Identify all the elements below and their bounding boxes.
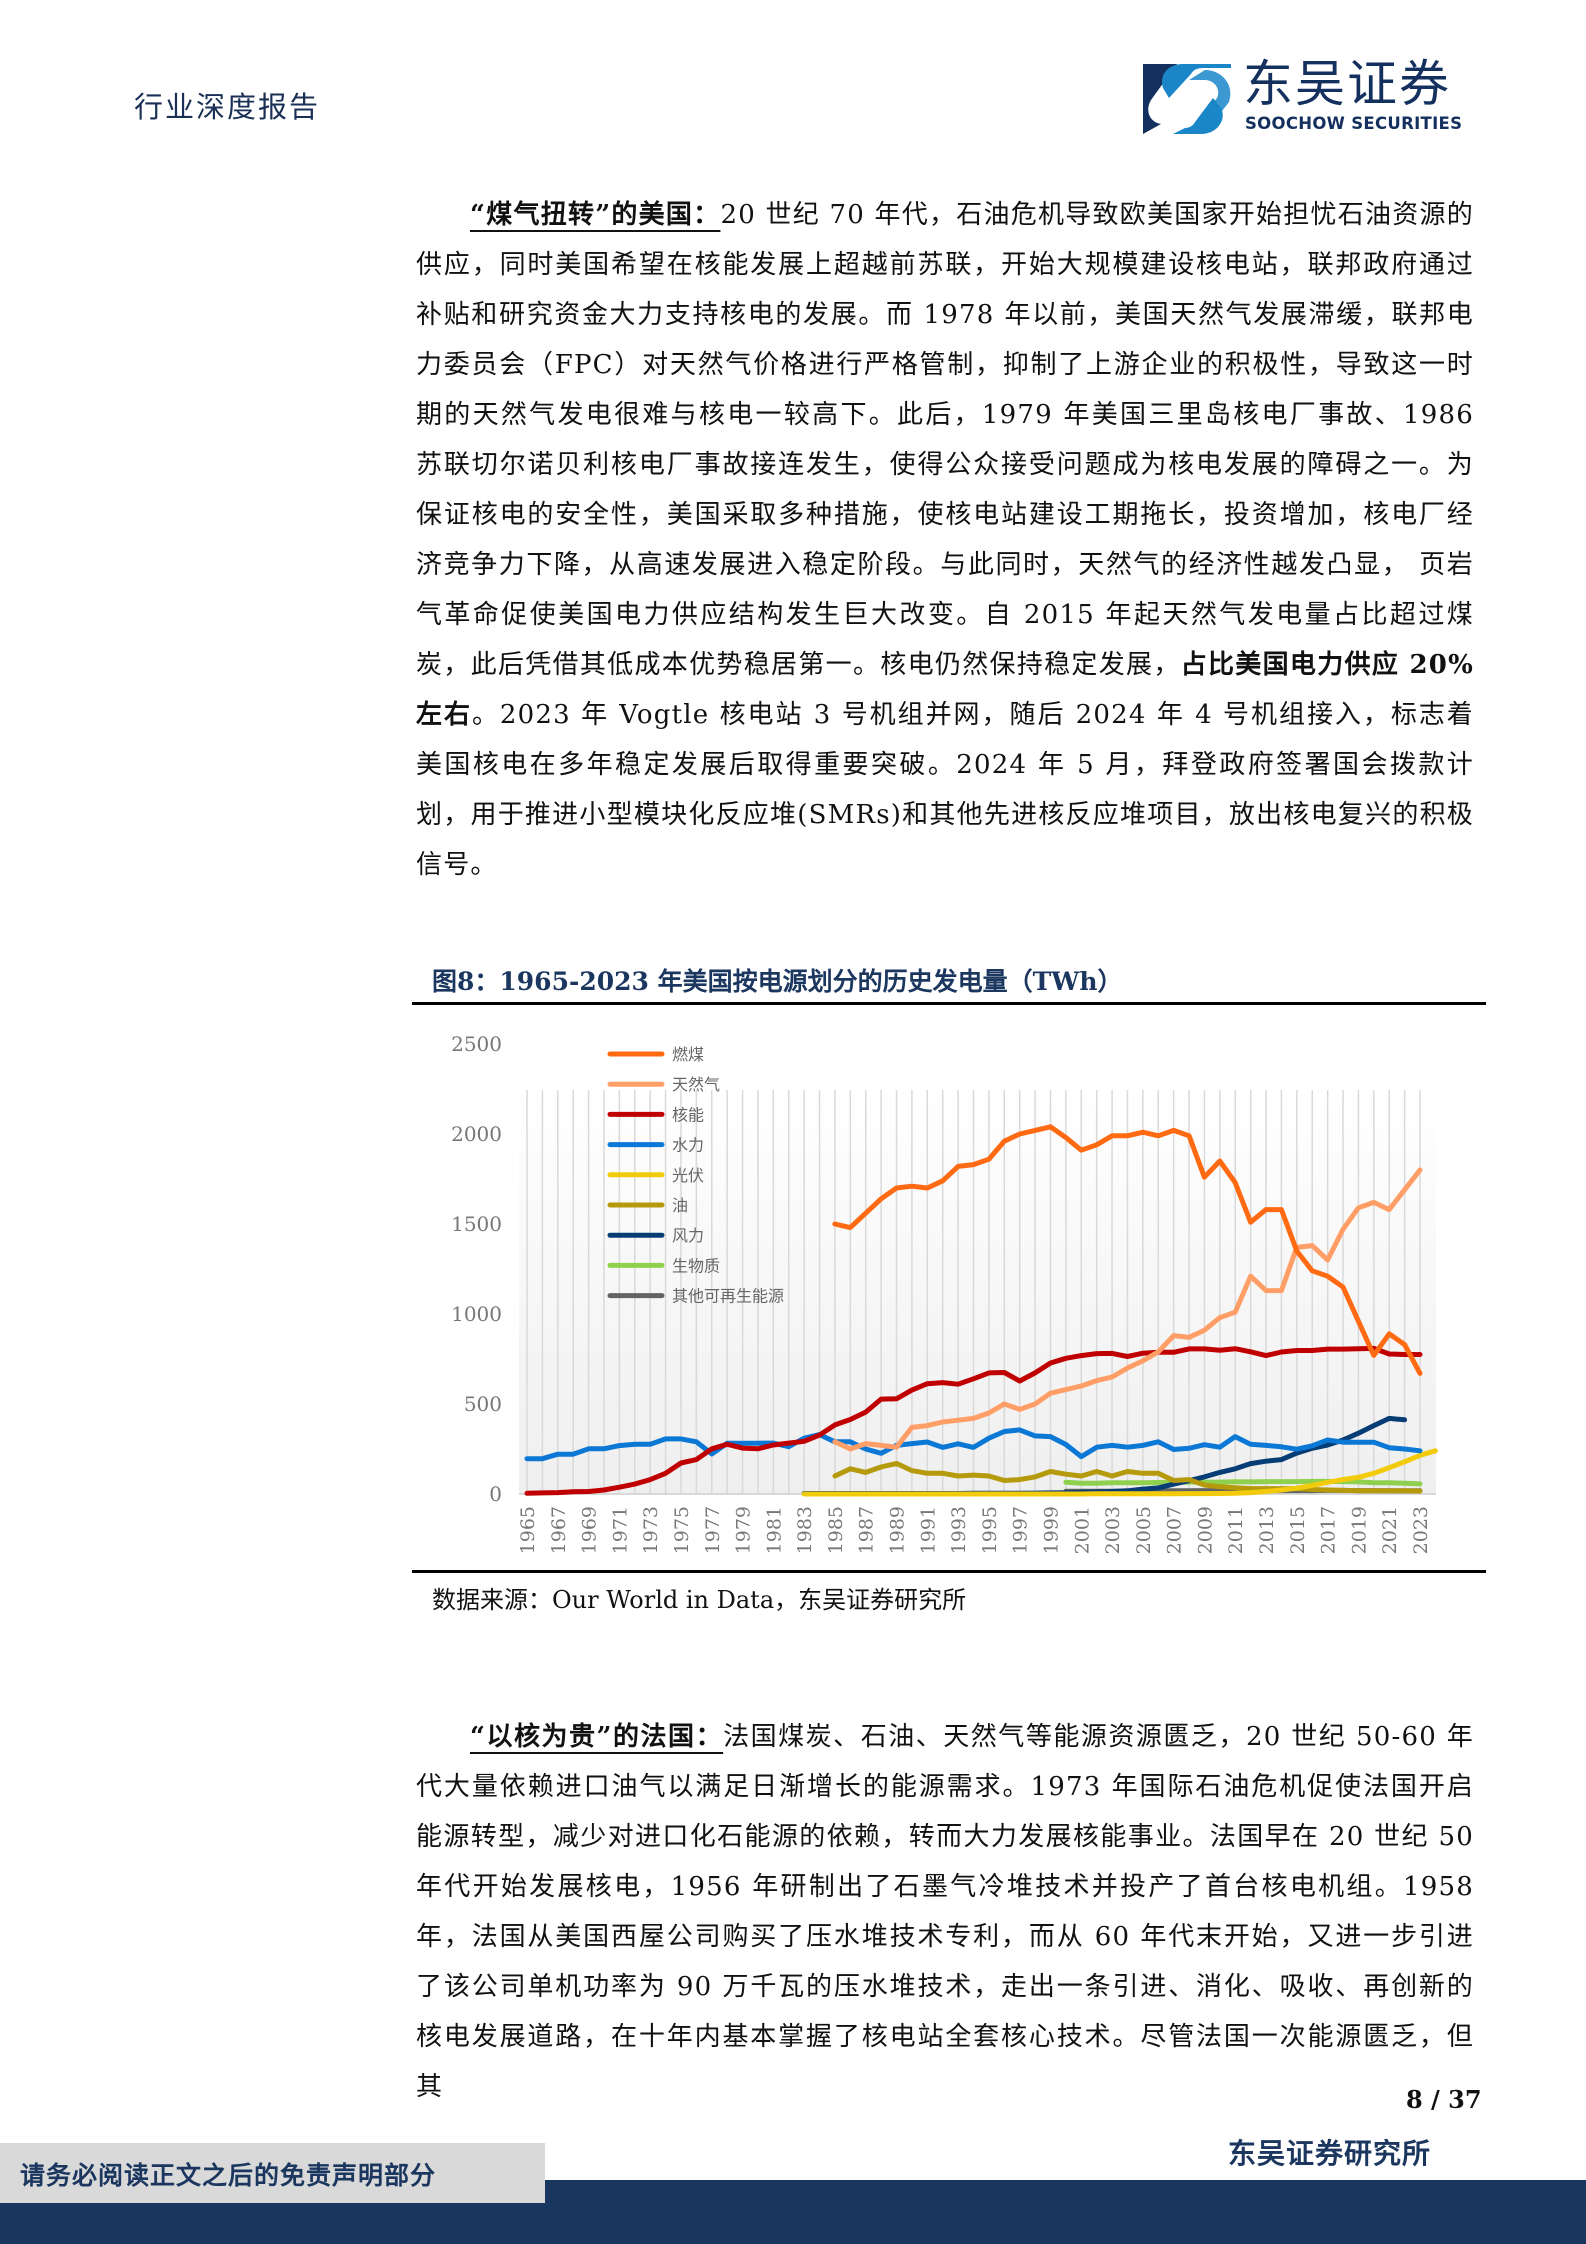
svg-text:1987: 1987 <box>856 1506 878 1554</box>
svg-text:2023: 2023 <box>1410 1506 1432 1554</box>
svg-text:1995: 1995 <box>979 1506 1001 1554</box>
svg-text:1967: 1967 <box>548 1506 570 1554</box>
page-number: 8 / 37 <box>1406 2085 1482 2114</box>
report-type-label: 行业深度报告 <box>134 90 321 124</box>
svg-text:1981: 1981 <box>763 1506 785 1554</box>
figure-bottom-rule <box>412 1570 1486 1573</box>
svg-text:2013: 2013 <box>1256 1506 1278 1554</box>
svg-text:1971: 1971 <box>609 1506 631 1554</box>
svg-text:燃煤: 燃煤 <box>672 1045 704 1064</box>
footer-org: 东吴证券研究所 <box>1228 2137 1432 2170</box>
figure-top-rule <box>412 1002 1486 1005</box>
svg-text:1997: 1997 <box>1010 1506 1032 1554</box>
disclaimer-box <box>0 2143 545 2203</box>
svg-text:1973: 1973 <box>640 1506 662 1554</box>
svg-text:1993: 1993 <box>948 1506 970 1554</box>
svg-text:1965: 1965 <box>517 1506 539 1554</box>
company-logo: 东吴证券 SOOCHOW SECURITIES <box>1143 56 1473 134</box>
svg-text:2011: 2011 <box>1225 1506 1247 1554</box>
svg-text:1500: 1500 <box>451 1212 502 1236</box>
section-fr-lead: “以核为贵”的法国： <box>470 1722 724 1752</box>
section-us-text-2: 。2023 年 Vogtle 核电站 3 号机组并网，随后 2024 年 4 号… <box>416 700 1474 880</box>
svg-text:1985: 1985 <box>825 1506 847 1554</box>
svg-text:1975: 1975 <box>671 1506 693 1554</box>
section-fr-paragraph: “以核为贵”的法国：法国煤炭、石油、天然气等能源资源匮乏，20 世纪 50-60… <box>416 1712 1474 2112</box>
svg-text:1979: 1979 <box>733 1506 755 1554</box>
chart-canvas: 0 500 1000 1500 2000 2500 1965 1967 1969 1971 1973… <box>451 1032 1438 1554</box>
svg-text:2003: 2003 <box>1102 1506 1124 1554</box>
svg-text:1991: 1991 <box>917 1506 939 1554</box>
svg-text:1000: 1000 <box>451 1302 502 1326</box>
section-us-bold: 占比美国电力供应 20%左右 <box>416 650 1474 730</box>
svg-text:1977: 1977 <box>702 1506 724 1554</box>
svg-text:水力: 水力 <box>672 1136 704 1155</box>
logo-text-cn: 东吴证券 <box>1243 55 1451 113</box>
svg-text:2000: 2000 <box>451 1122 502 1146</box>
svg-text:2007: 2007 <box>1164 1506 1186 1554</box>
section-us-paragraph: “煤气扭转”的美国：20 世纪 70 年代，石油危机导致欧美国家开始担忧石油资源… <box>416 190 1474 890</box>
svg-text:2009: 2009 <box>1194 1506 1216 1554</box>
svg-text:500: 500 <box>464 1392 502 1416</box>
section-us-text-1: 20 世纪 70 年代，石油危机导致欧美国家开始担忧石油资源的供应，同时美国希望… <box>416 200 1474 680</box>
disclaimer-link[interactable]: 请务必阅读正文之后的免责声明部分 <box>20 2161 437 2190</box>
svg-text:2500: 2500 <box>451 1032 502 1056</box>
section-fr-text: 法国煤炭、石油、天然气等能源资源匮乏，20 世纪 50-60 年代大量依赖进口油… <box>416 1722 1474 2102</box>
svg-text:1989: 1989 <box>887 1506 909 1554</box>
svg-text:风力: 风力 <box>672 1226 704 1245</box>
svg-text:1983: 1983 <box>794 1506 816 1554</box>
svg-text:2021: 2021 <box>1379 1506 1401 1554</box>
figure-source: 数据来源：Our World in Data，东吴证券研究所 <box>432 1586 967 1614</box>
svg-text:2005: 2005 <box>1133 1506 1155 1554</box>
svg-text:2017: 2017 <box>1318 1506 1340 1554</box>
svg-text:0: 0 <box>489 1482 502 1506</box>
svg-text:天然气: 天然气 <box>672 1075 720 1094</box>
line-chart: 0 500 1000 1500 2000 2500 1965 1967 1969 1971 1973… <box>412 1010 1486 1568</box>
svg-text:2019: 2019 <box>1348 1506 1370 1554</box>
figure-title: 图8：1965-2023 年美国按电源划分的历史发电量（TWh） <box>432 967 1123 996</box>
svg-text:1999: 1999 <box>1040 1506 1062 1554</box>
logo-text-en: SOOCHOW SECURITIES <box>1245 114 1463 133</box>
svg-text:核能: 核能 <box>672 1105 704 1124</box>
svg-text:2001: 2001 <box>1071 1506 1093 1554</box>
soochow-logo-icon <box>1143 64 1231 134</box>
svg-text:2015: 2015 <box>1287 1506 1309 1554</box>
svg-text:油: 油 <box>672 1196 688 1215</box>
section-us-lead: “煤气扭转”的美国： <box>470 200 721 230</box>
svg-text:光伏: 光伏 <box>672 1166 704 1185</box>
svg-text:1969: 1969 <box>579 1506 601 1554</box>
svg-text:生物质: 生物质 <box>672 1256 720 1275</box>
svg-text:其他可再生能源: 其他可再生能源 <box>672 1287 784 1306</box>
